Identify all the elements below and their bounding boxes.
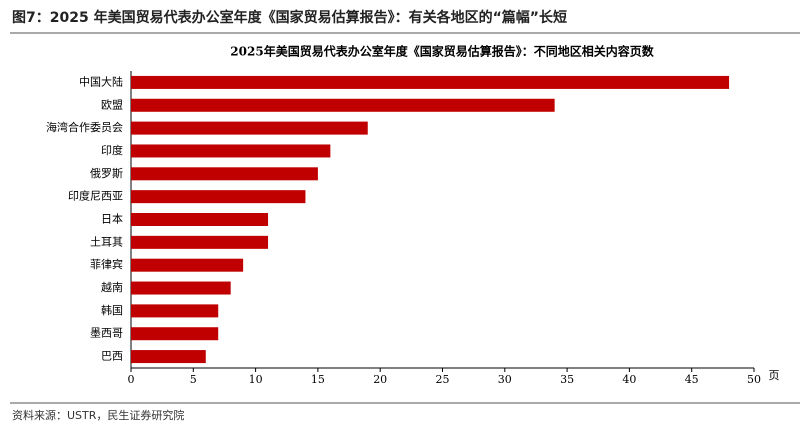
x-tick-label: 45 <box>685 373 699 386</box>
x-tick-label: 20 <box>373 373 387 386</box>
y-tick-label: 土耳其 <box>90 235 123 248</box>
bar <box>131 281 231 295</box>
y-tick-label: 韩国 <box>101 303 123 317</box>
bar <box>131 304 219 318</box>
y-tick-label: 墨西哥 <box>90 327 123 340</box>
y-tick-label: 巴西 <box>101 350 123 363</box>
source: 资料来源：USTR，民生证券研究院 <box>12 408 184 422</box>
y-tick-label: 菲律宾 <box>90 257 123 271</box>
x-tick-label: 10 <box>249 373 263 386</box>
bar <box>131 190 306 204</box>
bar <box>131 213 269 226</box>
y-tick-label: 中国大陆 <box>79 74 123 88</box>
y-tick-label: 海湾合作委员会 <box>46 120 123 134</box>
x-tick-label: 30 <box>498 373 512 386</box>
bar <box>131 258 244 272</box>
bar <box>131 121 368 135</box>
x-tick-label: 50 <box>747 373 761 386</box>
figure-title: 图7：2025 年美国贸易代表办公室年度《国家贸易估算报告》：有关各地区的“篇幅… <box>12 9 567 26</box>
x-tick-label: 5 <box>190 373 197 386</box>
bar <box>131 167 318 181</box>
y-tick-label: 俄罗斯 <box>90 167 123 180</box>
chart-title: 2025年美国贸易代表办公室年度《国家贸易估算报告》：不同地区相关内容页数 <box>230 44 654 59</box>
x-axis-label: 页 <box>769 369 780 382</box>
bar <box>131 235 269 249</box>
y-tick-label: 印度 <box>101 143 123 157</box>
y-tick-label: 印度尼西亚 <box>68 189 123 203</box>
x-tick-label: 0 <box>128 373 135 386</box>
bar <box>131 327 219 341</box>
y-tick-label: 日本 <box>101 212 123 226</box>
x-tick-label: 25 <box>436 373 450 386</box>
bar <box>131 75 730 89</box>
bar <box>131 144 331 158</box>
y-tick-label: 越南 <box>101 280 123 294</box>
x-tick-label: 15 <box>311 373 325 386</box>
bar <box>131 98 555 112</box>
y-tick-label: 欧盟 <box>101 98 123 111</box>
bar <box>131 350 206 364</box>
x-tick-label: 40 <box>622 373 636 386</box>
x-tick-label: 35 <box>560 373 574 386</box>
